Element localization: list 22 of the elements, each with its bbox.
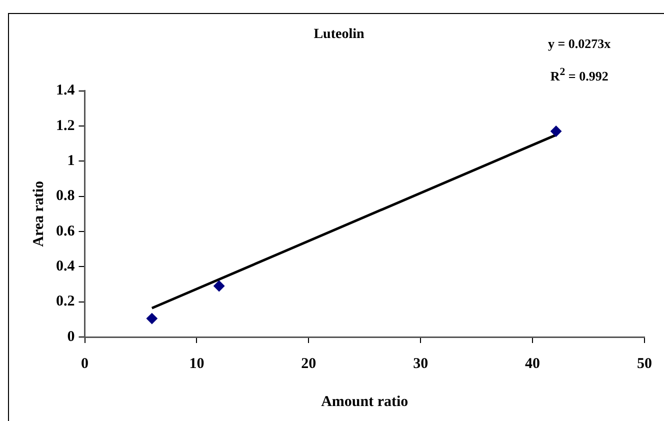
x-tick-label: 40 [525, 356, 540, 372]
y-tick-label: 1.4 [56, 82, 76, 99]
y-tick-label: 0.6 [56, 223, 76, 240]
point [214, 280, 225, 292]
y-tick-label: 0.8 [56, 188, 75, 204]
x-tick-label: 30 [413, 356, 428, 372]
x-tick-label: 20 [301, 356, 316, 372]
point [146, 313, 158, 324]
x-tick-label: 0 [81, 356, 88, 372]
y-tick-label: 0.4 [56, 258, 76, 275]
chart-title: Luteolin [314, 27, 364, 42]
x-tick-label: 50 [637, 356, 652, 372]
y-tick-label: 1 [67, 153, 75, 170]
y-tick-label: 1.2 [56, 118, 75, 134]
y-tick-label: 0 [67, 328, 75, 345]
x-tick-label: 10 [189, 356, 204, 372]
y-tick-label: 0.2 [56, 294, 75, 310]
text: y = 0.0273x [548, 35, 611, 53]
y-axis-title: Area ratio [30, 180, 47, 247]
x-axis-title: Amount ratio [321, 394, 408, 410]
point [550, 126, 562, 137]
text: R$^{2}$ = 0.992 [549, 65, 610, 86]
